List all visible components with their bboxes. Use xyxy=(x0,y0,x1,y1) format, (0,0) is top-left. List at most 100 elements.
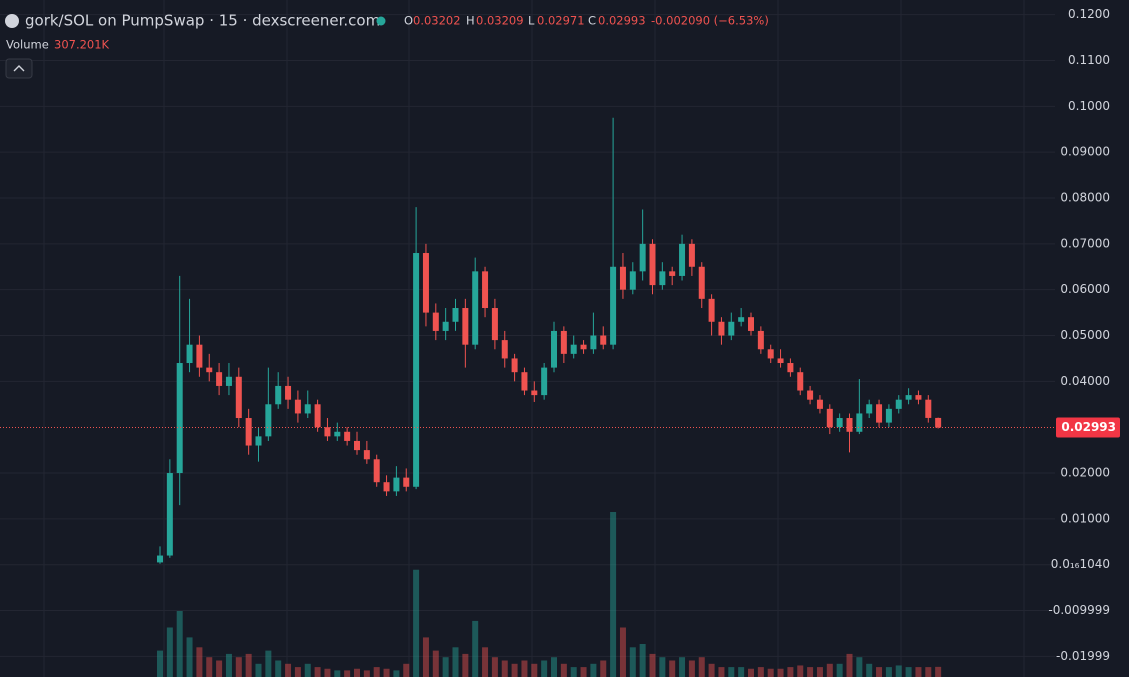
candle-body xyxy=(176,363,183,474)
candle-body xyxy=(541,367,548,396)
price-label: 0.02993 xyxy=(1061,420,1116,434)
volume-bar xyxy=(255,663,262,677)
volume-bar xyxy=(767,668,774,677)
y-tick-label: 0.06000 xyxy=(1060,282,1110,296)
candle-body xyxy=(560,330,567,354)
button-frame[interactable] xyxy=(5,58,33,79)
volume-bar xyxy=(176,611,183,677)
volume-bar xyxy=(728,667,735,677)
volume-bar xyxy=(836,663,843,677)
candle-body xyxy=(334,431,341,437)
volume-bar xyxy=(363,670,370,677)
candle-body xyxy=(718,321,725,336)
volume-bar xyxy=(432,650,439,677)
volume-bar xyxy=(600,660,607,677)
volume-bar xyxy=(679,657,686,677)
volume-bar xyxy=(816,667,823,677)
candle-body xyxy=(206,367,213,373)
volume-bar xyxy=(157,650,163,677)
y-tick-label: 0.07000 xyxy=(1060,236,1110,250)
candle-body xyxy=(925,399,932,418)
candle-body xyxy=(728,321,735,336)
ohlc-key: L xyxy=(528,14,535,28)
candle-body xyxy=(403,477,410,487)
volume-bar xyxy=(669,660,676,677)
candle-body xyxy=(915,395,922,400)
candle-body xyxy=(767,349,774,359)
ohlc-legend: O 0.03202 H 0.03209 L 0.02971 C 0.02993 … xyxy=(404,14,769,28)
volume-bar xyxy=(304,663,311,677)
candles xyxy=(157,117,942,564)
volume-bar xyxy=(649,653,656,677)
volume-bar xyxy=(531,663,538,677)
volume-bar xyxy=(216,660,223,677)
volume-bar xyxy=(590,663,597,677)
candle-body xyxy=(856,413,863,432)
candle-body xyxy=(639,243,646,272)
candle-body xyxy=(649,243,656,286)
volume-bar xyxy=(482,647,489,677)
ohlc-key: O xyxy=(404,14,413,28)
volume-bar xyxy=(698,657,705,677)
candle-body xyxy=(393,477,400,492)
volume-bar xyxy=(225,653,232,677)
candle-body xyxy=(580,344,587,350)
y-tick-label: 0.09000 xyxy=(1060,145,1110,159)
collapse-button[interactable] xyxy=(5,58,33,79)
volume-bar xyxy=(610,512,617,677)
volume-bar xyxy=(344,670,351,677)
candle-body xyxy=(698,266,705,299)
candle-body xyxy=(413,253,420,487)
candle-body xyxy=(432,312,439,331)
y-tick-label: -0.01999 xyxy=(1056,649,1110,663)
candle-body xyxy=(462,308,469,345)
y-tick-label: 0.02000 xyxy=(1060,466,1110,480)
volume-bar xyxy=(166,627,173,677)
volume-bar xyxy=(639,644,646,677)
y-tick-label: -0.009999 xyxy=(1048,603,1110,617)
volume-bar xyxy=(905,667,912,677)
candle-body xyxy=(186,344,193,364)
volume-bar xyxy=(245,653,252,677)
volume-value: 307.201K xyxy=(54,38,110,52)
volume-bar xyxy=(787,667,794,677)
candle-body xyxy=(669,271,676,276)
candle-body xyxy=(304,404,311,414)
volume-bar xyxy=(826,663,833,677)
volume-bar xyxy=(925,667,932,677)
ohlc-value: 0.03209 xyxy=(476,14,524,28)
candle-body xyxy=(157,555,163,563)
ohlc-value: 0.02993 xyxy=(598,14,646,28)
volume-bar xyxy=(442,657,449,677)
candle-body xyxy=(314,404,321,428)
candle-body xyxy=(521,372,528,391)
candle-body xyxy=(354,440,360,451)
candle-body xyxy=(501,340,508,359)
candle-body xyxy=(235,376,242,419)
y-tick-label: 0.1100 xyxy=(1068,53,1110,67)
volume-bar xyxy=(688,660,695,677)
candle-body xyxy=(708,298,715,322)
candle-body xyxy=(472,271,479,345)
volume-bar xyxy=(294,667,301,677)
candle-body xyxy=(363,450,370,460)
volume-bar xyxy=(560,663,567,677)
candle-body xyxy=(679,243,686,276)
volume-bar xyxy=(541,660,548,677)
candle-body xyxy=(570,344,577,354)
candle-body xyxy=(797,372,804,391)
candle-body xyxy=(935,417,942,428)
volume-bar xyxy=(718,667,725,677)
volume-bar xyxy=(501,660,508,677)
candle-body xyxy=(344,431,351,441)
candle-body xyxy=(225,376,232,386)
volume-bar xyxy=(866,663,873,677)
candle-body xyxy=(373,459,380,483)
chevron-icon[interactable] xyxy=(13,65,25,72)
volume-bar xyxy=(511,663,518,677)
volume-bar xyxy=(354,668,360,677)
volume-bar xyxy=(915,667,922,677)
candle-body xyxy=(777,358,784,364)
candle-body xyxy=(285,385,292,400)
